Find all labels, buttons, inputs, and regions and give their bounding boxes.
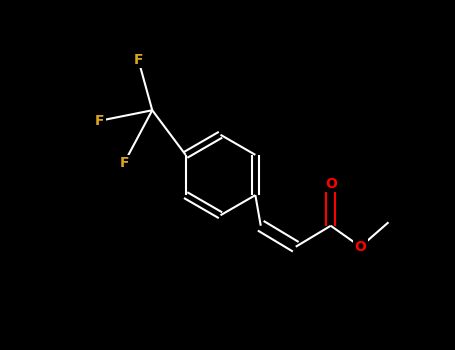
Text: O: O	[325, 177, 337, 191]
Text: F: F	[95, 114, 105, 128]
Text: F: F	[120, 156, 129, 170]
Text: F: F	[133, 52, 143, 66]
Text: O: O	[354, 240, 366, 254]
